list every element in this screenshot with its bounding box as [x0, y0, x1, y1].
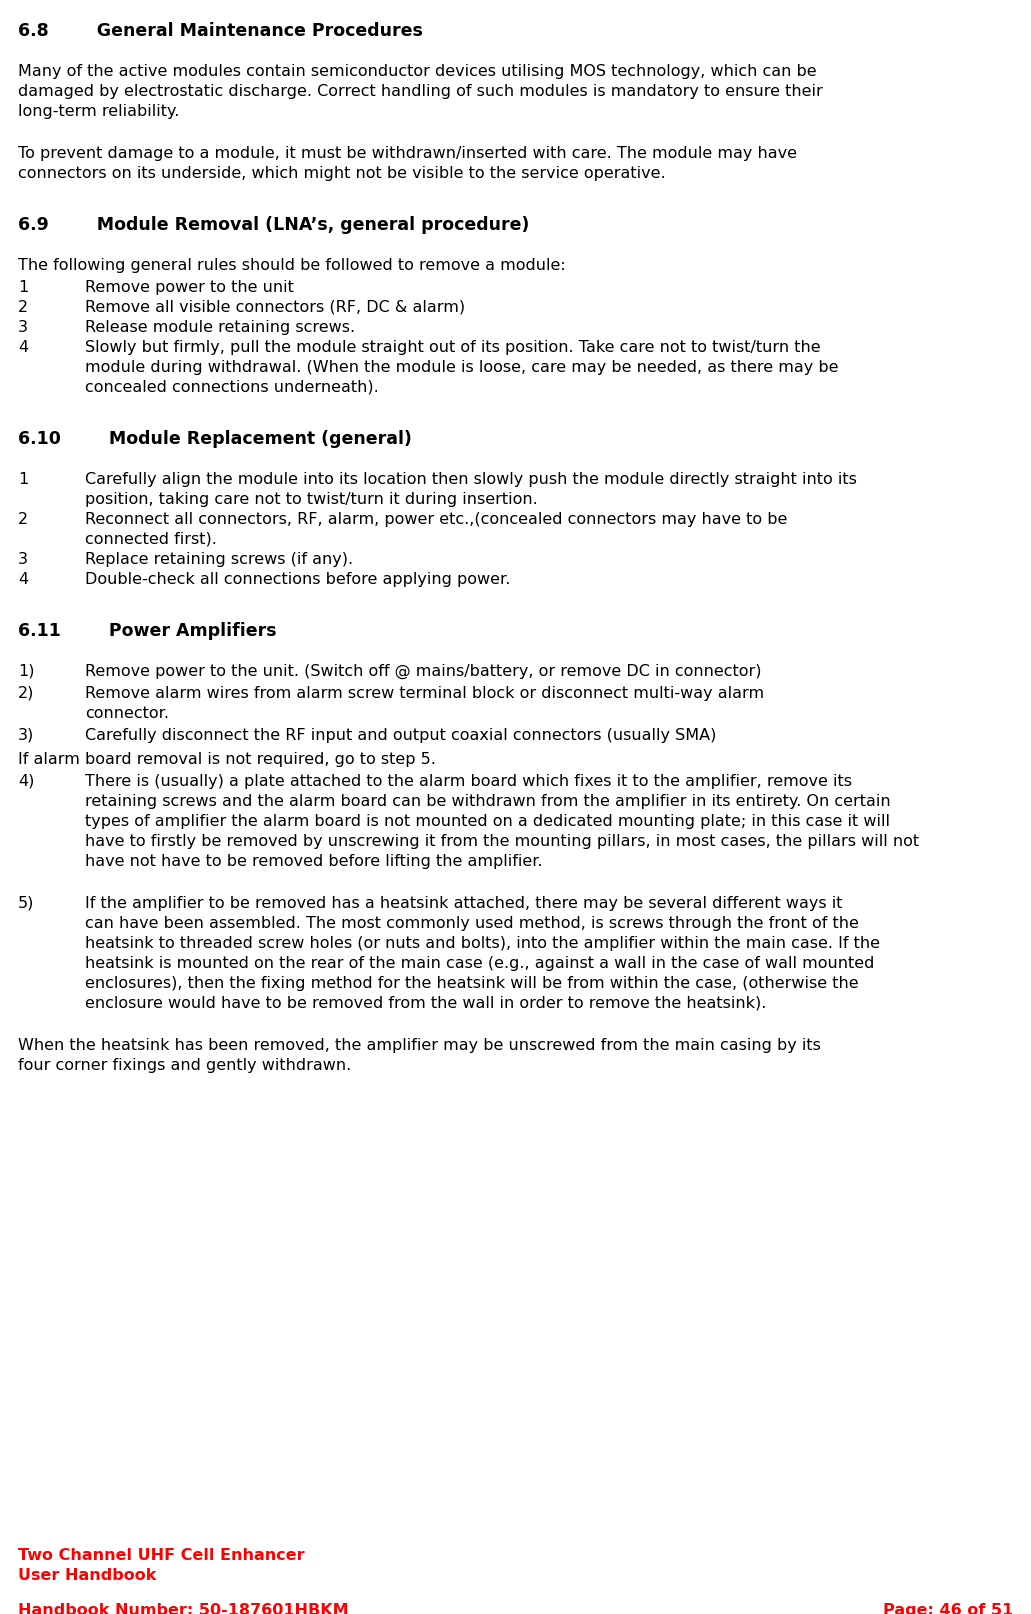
Text: 1: 1 [18, 279, 28, 295]
Text: Remove alarm wires from alarm screw terminal block or disconnect multi-way alarm: Remove alarm wires from alarm screw term… [85, 686, 764, 700]
Text: Replace retaining screws (if any).: Replace retaining screws (if any). [85, 552, 354, 567]
Text: connectors on its underside, which might not be visible to the service operative: connectors on its underside, which might… [18, 166, 666, 181]
Text: 6.10        Module Replacement (general): 6.10 Module Replacement (general) [18, 429, 411, 449]
Text: 2: 2 [18, 300, 28, 315]
Text: position, taking care not to twist/turn it during insertion.: position, taking care not to twist/turn … [85, 492, 538, 507]
Text: 6.9        Module Removal (LNA’s, general procedure): 6.9 Module Removal (LNA’s, general proce… [18, 216, 529, 234]
Text: 4): 4) [18, 775, 34, 789]
Text: Release module retaining screws.: Release module retaining screws. [85, 320, 355, 336]
Text: Carefully align the module into its location then slowly push the module directl: Carefully align the module into its loca… [85, 471, 857, 487]
Text: Slowly but firmly, pull the module straight out of its position. Take care not t: Slowly but firmly, pull the module strai… [85, 341, 821, 355]
Text: 3: 3 [18, 320, 28, 336]
Text: Handbook Number: 50-187601HBKM: Handbook Number: 50-187601HBKM [18, 1603, 348, 1614]
Text: 4: 4 [18, 571, 28, 587]
Text: enclosures), then the fixing method for the heatsink will be from within the cas: enclosures), then the fixing method for … [85, 976, 859, 991]
Text: Remove all visible connectors (RF, DC & alarm): Remove all visible connectors (RF, DC & … [85, 300, 465, 315]
Text: 3): 3) [18, 728, 34, 742]
Text: 1): 1) [18, 663, 34, 679]
Text: 1: 1 [18, 471, 28, 487]
Text: The following general rules should be followed to remove a module:: The following general rules should be fo… [18, 258, 566, 273]
Text: have to firstly be removed by unscrewing it from the mounting pillars, in most c: have to firstly be removed by unscrewing… [85, 834, 919, 849]
Text: enclosure would have to be removed from the wall in order to remove the heatsink: enclosure would have to be removed from … [85, 996, 766, 1010]
Text: concealed connections underneath).: concealed connections underneath). [85, 379, 378, 395]
Text: If alarm board removal is not required, go to step 5.: If alarm board removal is not required, … [18, 752, 436, 767]
Text: Remove power to the unit. (Switch off @ mains/battery, or remove DC in connector: Remove power to the unit. (Switch off @ … [85, 663, 762, 679]
Text: User Handbook: User Handbook [18, 1567, 157, 1583]
Text: heatsink is mounted on the rear of the main case (e.g., against a wall in the ca: heatsink is mounted on the rear of the m… [85, 955, 874, 972]
Text: have not have to be removed before lifting the amplifier.: have not have to be removed before lifti… [85, 854, 542, 868]
Text: Remove power to the unit: Remove power to the unit [85, 279, 294, 295]
Text: There is (usually) a plate attached to the alarm board which fixes it to the amp: There is (usually) a plate attached to t… [85, 775, 852, 789]
Text: 4: 4 [18, 341, 28, 355]
Text: types of amplifier the alarm board is not mounted on a dedicated mounting plate;: types of amplifier the alarm board is no… [85, 813, 890, 830]
Text: Page: 46 of 51: Page: 46 of 51 [883, 1603, 1013, 1614]
Text: To prevent damage to a module, it must be withdrawn/inserted with care. The modu: To prevent damage to a module, it must b… [18, 145, 797, 161]
Text: 6.8        General Maintenance Procedures: 6.8 General Maintenance Procedures [18, 23, 423, 40]
Text: can have been assembled. The most commonly used method, is screws through the fr: can have been assembled. The most common… [85, 917, 859, 931]
Text: four corner fixings and gently withdrawn.: four corner fixings and gently withdrawn… [18, 1059, 352, 1073]
Text: Many of the active modules contain semiconductor devices utilising MOS technolog: Many of the active modules contain semic… [18, 65, 817, 79]
Text: 2): 2) [18, 686, 34, 700]
Text: When the heatsink has been removed, the amplifier may be unscrewed from the main: When the heatsink has been removed, the … [18, 1038, 821, 1052]
Text: connector.: connector. [85, 705, 169, 721]
Text: If the amplifier to be removed has a heatsink attached, there may be several dif: If the amplifier to be removed has a hea… [85, 896, 842, 910]
Text: Double-check all connections before applying power.: Double-check all connections before appl… [85, 571, 510, 587]
Text: 6.11        Power Amplifiers: 6.11 Power Amplifiers [18, 621, 276, 641]
Text: long-term reliability.: long-term reliability. [18, 103, 179, 119]
Text: 2: 2 [18, 512, 28, 528]
Text: heatsink to threaded screw holes (or nuts and bolts), into the amplifier within : heatsink to threaded screw holes (or nut… [85, 936, 880, 951]
Text: module during withdrawal. (When the module is loose, care may be needed, as ther: module during withdrawal. (When the modu… [85, 360, 838, 374]
Text: 5): 5) [18, 896, 34, 910]
Text: Carefully disconnect the RF input and output coaxial connectors (usually SMA): Carefully disconnect the RF input and ou… [85, 728, 717, 742]
Text: 3: 3 [18, 552, 28, 567]
Text: damaged by electrostatic discharge. Correct handling of such modules is mandator: damaged by electrostatic discharge. Corr… [18, 84, 823, 98]
Text: Two Channel UHF Cell Enhancer: Two Channel UHF Cell Enhancer [18, 1548, 304, 1562]
Text: Reconnect all connectors, RF, alarm, power etc.,(concealed connectors may have t: Reconnect all connectors, RF, alarm, pow… [85, 512, 788, 528]
Text: retaining screws and the alarm board can be withdrawn from the amplifier in its : retaining screws and the alarm board can… [85, 794, 891, 809]
Text: connected first).: connected first). [85, 533, 217, 547]
